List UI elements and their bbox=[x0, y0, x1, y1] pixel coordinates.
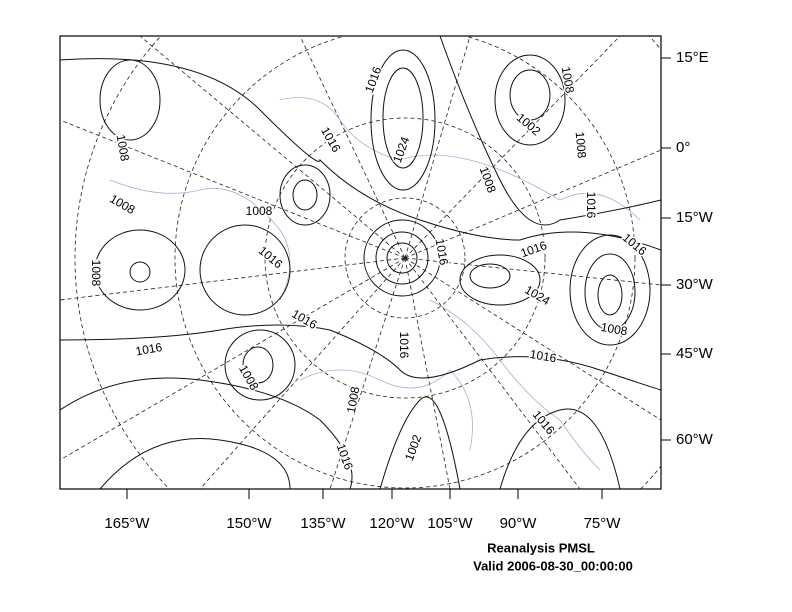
latitude-label: 15°E bbox=[676, 49, 709, 66]
contour-label: 1016 bbox=[397, 332, 411, 359]
longitude-label: 135°W bbox=[300, 515, 346, 532]
latitude-label: 60°W bbox=[676, 431, 714, 448]
title: Reanalysis PMSL bbox=[487, 540, 595, 555]
subtitle: Valid 2006-08-30_00:00:00 bbox=[473, 558, 633, 573]
contours bbox=[60, 36, 661, 489]
latitude-label: 45°W bbox=[676, 345, 714, 362]
contour-label: 1008 bbox=[114, 133, 132, 162]
longitude-label: 75°W bbox=[584, 515, 622, 532]
contour-label: 1008 bbox=[246, 204, 273, 218]
contour-label: 1016 bbox=[529, 347, 558, 365]
latitude-label: 15°W bbox=[676, 209, 714, 226]
contour-label: 1016 bbox=[433, 237, 451, 266]
contour-label: 1008 bbox=[573, 131, 589, 159]
map-frame bbox=[59, 35, 662, 490]
latitude-label: 0° bbox=[676, 139, 690, 156]
longitude-label: 90°W bbox=[500, 515, 538, 532]
longitude-label: 150°W bbox=[226, 515, 272, 532]
contour-label: 1008 bbox=[600, 320, 629, 338]
contour-label: 1008 bbox=[89, 260, 103, 287]
coastlines bbox=[109, 97, 641, 471]
longitude-label: 105°W bbox=[427, 515, 473, 532]
contour-label: 1008 bbox=[344, 385, 362, 414]
longitude-label: 120°W bbox=[369, 515, 415, 532]
contour-label: 1016 bbox=[134, 340, 163, 358]
contour-label: 1008 bbox=[559, 65, 577, 94]
contour-label: 1016 bbox=[584, 192, 598, 219]
longitude-label: 165°W bbox=[104, 515, 150, 532]
map-plot bbox=[60, 36, 661, 489]
lat-lon-grid bbox=[60, 36, 661, 489]
latitude-label: 30°W bbox=[676, 276, 714, 293]
